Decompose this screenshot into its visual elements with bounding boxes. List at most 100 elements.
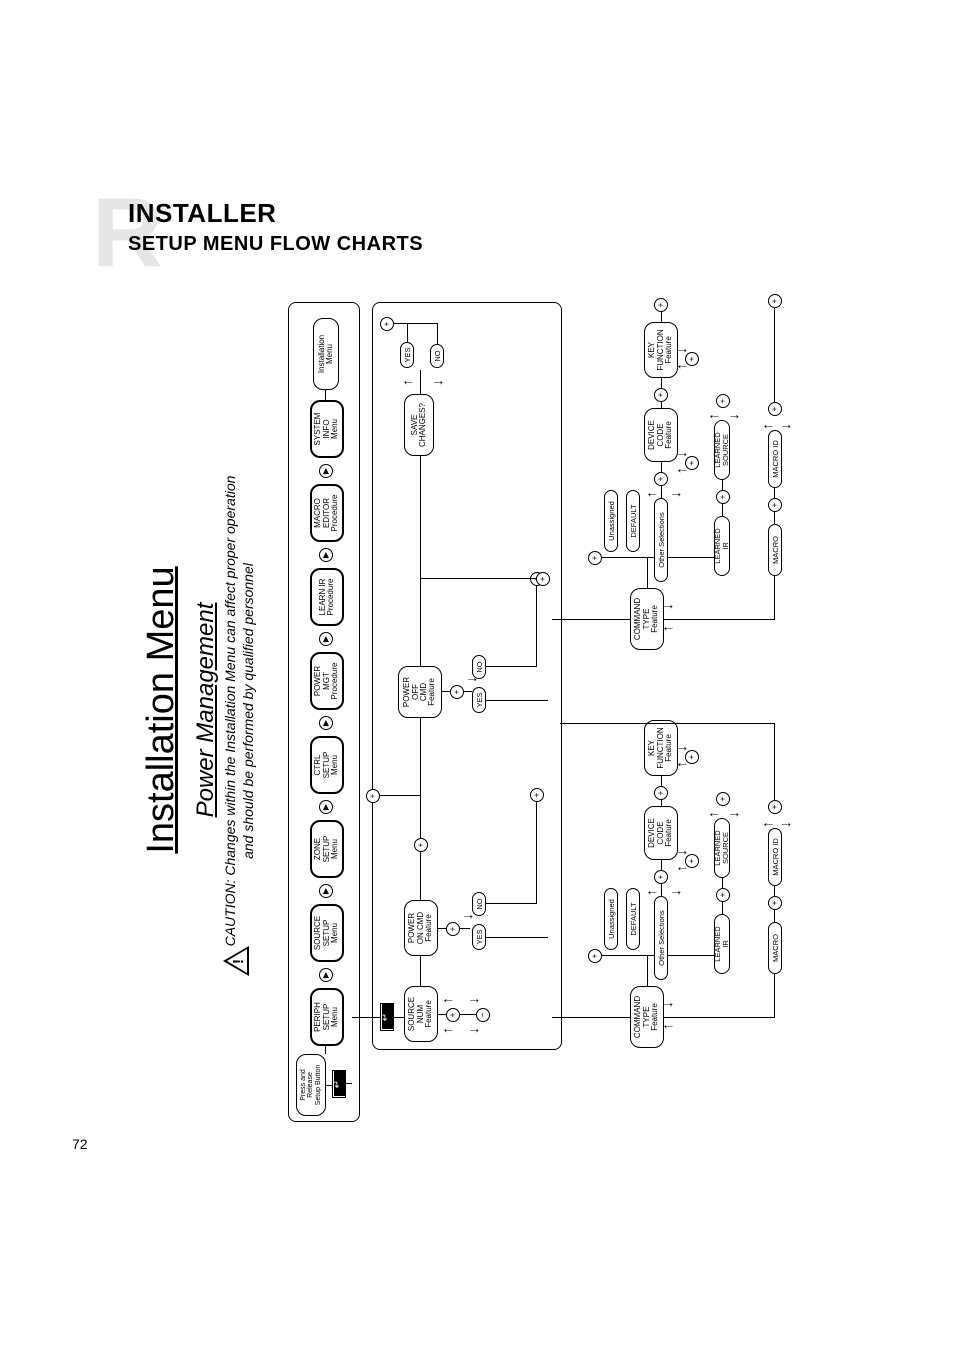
pill-learned-source-L: LEARNEDSOURCE xyxy=(714,818,730,878)
conn xyxy=(388,323,438,324)
plus-icon: + xyxy=(654,298,668,312)
conn xyxy=(722,878,723,888)
conn xyxy=(346,1083,352,1084)
plus-icon: + xyxy=(768,800,782,814)
conn xyxy=(420,456,421,666)
up-arrow: ↑ xyxy=(760,423,774,430)
conn xyxy=(460,1014,476,1015)
conn xyxy=(486,666,536,667)
l: Menu xyxy=(331,910,339,956)
down-arrow: ↓ xyxy=(674,745,688,752)
conn xyxy=(664,619,774,620)
l: IR xyxy=(721,940,730,948)
right-arrow-icon: ▶ xyxy=(319,884,333,898)
conn xyxy=(774,488,775,498)
conn xyxy=(420,578,540,579)
page-header: INSTALLER SETUP MENU FLOW CHARTS xyxy=(128,198,423,256)
pill-learned-source-R: LEARNEDSOURCE xyxy=(714,420,730,480)
plus-icon: + xyxy=(414,838,428,852)
conn xyxy=(352,1017,381,1018)
plus-icon: + xyxy=(654,786,668,800)
conn xyxy=(325,390,326,400)
conn xyxy=(420,370,421,394)
right-arrow-icon: ▶ xyxy=(319,632,333,646)
pill-macro-id-R: MACRO ID xyxy=(768,430,782,488)
down-arrow: ↓ xyxy=(668,491,682,498)
up-arrow: ↑ xyxy=(440,997,454,1004)
l: Procedure xyxy=(331,658,339,704)
start-l2: Release xyxy=(307,1059,314,1111)
diagram-title: Installation Menu xyxy=(140,294,183,1126)
node-start: Press and Release Setup Button xyxy=(296,1054,326,1116)
node-command-type-R: COMMAND TYPE Feature xyxy=(630,588,664,650)
conn xyxy=(661,484,662,498)
l: Feature xyxy=(425,991,433,1037)
l: CHANGES? xyxy=(419,399,427,451)
page-number: 72 xyxy=(72,1136,88,1152)
down-arrow: ↓ xyxy=(674,849,688,856)
conn xyxy=(486,937,548,938)
plus-icon: + xyxy=(588,551,602,565)
pill-default-R: DEFAULT xyxy=(626,490,640,552)
l: Feature xyxy=(425,905,433,951)
conn xyxy=(536,796,537,904)
pill-other-L: Other Selections xyxy=(654,896,668,980)
conn xyxy=(664,1017,774,1018)
caution-exclaim: ! xyxy=(230,959,247,964)
minus-icon: − xyxy=(476,1008,490,1022)
node-source-num: SOURCE NUM Feature xyxy=(404,986,438,1042)
plus-icon: + xyxy=(685,854,699,868)
plus-icon: + xyxy=(654,388,668,402)
plus-icon: + xyxy=(366,789,380,803)
up-arrow: ↑ xyxy=(706,811,720,818)
conn xyxy=(774,886,775,896)
conn xyxy=(486,903,536,904)
plus-icon: + xyxy=(654,870,668,884)
node-learn-ir: LEARN IR Procedure xyxy=(310,568,344,626)
up-arrow: ↑ xyxy=(400,379,414,386)
conn xyxy=(464,691,472,692)
plus-icon: + xyxy=(536,572,550,586)
pill-other-R: Other Selections xyxy=(654,498,668,582)
plus-icon: + xyxy=(588,949,602,963)
enter-icon-1 xyxy=(332,1070,346,1098)
plus-icon: + xyxy=(450,685,464,699)
right-arrow-icon: ▶ xyxy=(319,800,333,814)
l: Procedure xyxy=(327,574,335,620)
node-power-on-cmd: POWER ON CMD Feature xyxy=(404,900,438,956)
l: SOURCE xyxy=(721,832,730,864)
l: Menu xyxy=(331,994,339,1040)
pill-learned-ir-R: LEARNEDIR xyxy=(714,516,730,576)
up-arrow: ↑ xyxy=(644,889,658,896)
pill-macro-R: MACRO xyxy=(768,524,782,576)
conn xyxy=(325,1046,326,1054)
plus-icon: + xyxy=(768,896,782,910)
enter-icon-2 xyxy=(380,1003,394,1031)
conn xyxy=(420,718,421,796)
pill-yes-2: YES xyxy=(472,687,486,713)
l: Procedure xyxy=(331,490,339,536)
conn xyxy=(394,1017,404,1018)
pill-no-3: NO xyxy=(430,344,444,368)
conn xyxy=(774,724,775,800)
l: IR xyxy=(721,542,730,550)
down-arrow: ↓ xyxy=(466,1027,480,1034)
conn xyxy=(661,860,662,870)
conn xyxy=(407,324,408,342)
flowchart-diagram: Installation Menu Power Management ! CAU… xyxy=(140,294,850,1126)
node-save-changes: SAVE CHANGES? xyxy=(404,394,434,456)
plus-icon: + xyxy=(530,788,544,802)
conn xyxy=(460,928,470,929)
plus-icon: + xyxy=(446,922,460,936)
l: Feature xyxy=(651,991,659,1043)
plus-icon: + xyxy=(685,352,699,366)
right-arrow-icon: ▶ xyxy=(319,464,333,478)
plus-icon: + xyxy=(685,750,699,764)
up-arrow: ↑ xyxy=(660,625,674,632)
node-ctrl-setup: CTRL SETUP Menu xyxy=(310,736,344,794)
up-arrow: ↑ xyxy=(706,413,720,420)
right-arrow-icon: ▶ xyxy=(319,716,333,730)
caution-text: CAUTION: Changes within the Installation… xyxy=(222,466,257,956)
conn xyxy=(661,882,662,896)
down-arrow: ↓ xyxy=(778,821,792,828)
